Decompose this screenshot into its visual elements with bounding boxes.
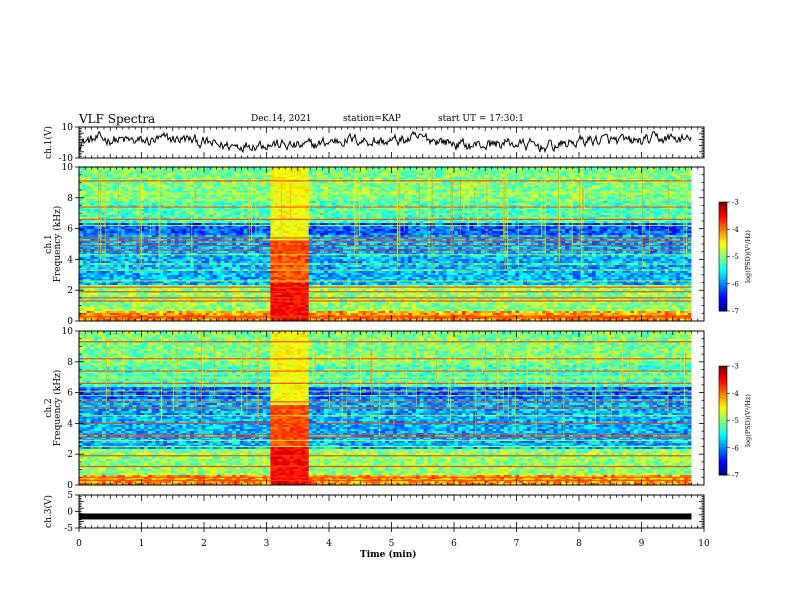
waveform-ch1: 10-10 ch.1(V) [43, 123, 704, 164]
y-tick-label: -5 [64, 524, 73, 534]
colorbar-tick-label: -3 [732, 199, 739, 207]
x-tick-label: 2 [201, 539, 207, 549]
colorbar-tick-label: -4 [732, 226, 739, 234]
y-tick-label: 0 [67, 481, 73, 491]
y-tick-label: 2 [67, 450, 73, 460]
spectrogram-ch2: 0 2 4 6 8 10 [62, 327, 704, 491]
waveform-ch3: 50-5ch.3(V)0 1 2 3 4 5 6 7 8 9 10 [43, 491, 710, 549]
x-tick-label: 6 [451, 539, 457, 549]
x-tick-label: 10 [698, 539, 710, 549]
spectrogram-ch1: 0 2 4 6 8 10 [62, 163, 704, 327]
x-tick-label: 0 [76, 539, 82, 549]
y-tick-label: 2 [67, 286, 73, 296]
vlf-spectra-figure: 10-10ch.1(V)0246810ch.1 Frequency (kHz)-3… [0, 0, 792, 612]
y-tick-label: 10 [62, 123, 74, 133]
y-tick-label: 5 [67, 491, 73, 501]
spec-freq-label-2: Frequency (kHz) [52, 370, 63, 447]
panel-frame: 5 0 -5 [64, 491, 704, 534]
waveform-ch1-ylabel: ch.1(V) [43, 126, 54, 159]
spec-freq-label-1: Frequency (kHz) [52, 206, 63, 283]
waveform-ch1-trace [79, 132, 691, 153]
x-tick-label: 1 [139, 539, 145, 549]
colorbar-tick-label: -5 [732, 417, 739, 425]
y-tick-label: 10 [62, 163, 74, 173]
x-tick-label: 8 [576, 539, 582, 549]
x-tick-label: 3 [264, 539, 270, 549]
colorbar-tick-label: -5 [732, 253, 739, 261]
colorbar-ch1: -3 -4 -5 -6 -7 log(PSD)(V²/Hz) [719, 199, 752, 316]
y-tick-label: 6 [67, 225, 73, 235]
y-tick-label: 0 [67, 508, 73, 518]
colorbar-tick-label: -7 [732, 472, 739, 480]
colorbar-tick-label: -4 [732, 390, 739, 398]
colorbar-tick-label: -6 [732, 444, 739, 452]
x-tick-label: 7 [514, 539, 520, 549]
x-tick-label: 4 [326, 539, 332, 549]
waveform-ch3-trace [79, 513, 692, 519]
colorbar-label: log(PSD)(V²/Hz) [744, 394, 752, 447]
colorbar-tick-label: -3 [732, 363, 739, 371]
y-tick-label: 4 [67, 255, 73, 265]
y-tick-label: 0 [67, 317, 73, 327]
y-tick-label: 10 [62, 327, 74, 337]
y-tick-label: 4 [67, 419, 73, 429]
panel-frame: 10-10 [59, 123, 705, 164]
y-tick-label: 6 [67, 389, 73, 399]
x-tick-label: 5 [389, 539, 395, 549]
colorbar-tick-label: -7 [732, 308, 739, 316]
colorbar-ch2: -3 -4 -5 -6 -7 log(PSD)(V²/Hz) [719, 363, 752, 480]
waveform-ch3-ylabel: ch.3(V) [43, 495, 54, 528]
y-tick-label: 8 [67, 358, 73, 368]
y-tick-label: 8 [67, 194, 73, 204]
x-tick-label: 9 [639, 539, 645, 549]
colorbar-label: log(PSD)(V²/Hz) [744, 230, 752, 283]
colorbar-tick-label: -6 [732, 280, 739, 288]
